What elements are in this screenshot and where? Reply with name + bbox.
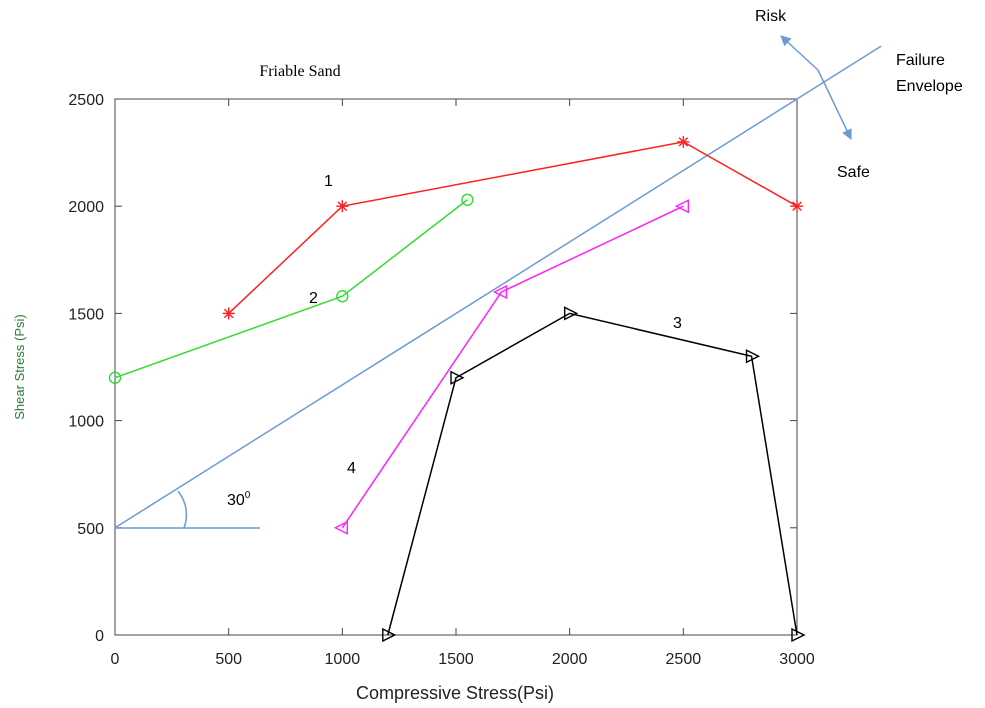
x-tick-labels: 0 500 1000 1500 2000 2500 3000 — [111, 651, 815, 668]
angle-label: 300 — [227, 490, 251, 509]
series-3-point — [563, 306, 579, 321]
angle-arc — [177, 490, 188, 529]
plot-frame — [114, 98, 798, 636]
axis-ticks — [114, 98, 798, 636]
series-2-point — [336, 290, 349, 303]
y-axis-title: Shear Stress (Psi) — [12, 314, 27, 419]
safe-label: Safe — [837, 164, 870, 181]
series-1-point — [677, 135, 690, 148]
x-tick-label: 500 — [215, 651, 242, 668]
series-4-point — [492, 284, 508, 300]
y-tick-label: 1000 — [68, 414, 104, 431]
x-tick-label: 2000 — [552, 651, 588, 668]
risk-arrow — [780, 35, 819, 71]
series-3-point — [745, 349, 761, 364]
series-label-2: 2 — [309, 290, 318, 307]
safe-arrow — [817, 69, 852, 140]
series-group — [114, 141, 798, 636]
series-4-point — [674, 199, 690, 214]
envelope-label-line1: Failure — [896, 52, 945, 69]
series-1-point — [336, 200, 349, 213]
series-4-line — [341, 205, 684, 529]
series-label-1: 1 — [324, 173, 333, 190]
x-tick-label: 2500 — [666, 651, 702, 668]
series-label-4: 4 — [347, 460, 356, 477]
series-2-point — [461, 193, 474, 206]
x-tick-label: 1000 — [325, 651, 361, 668]
x-tick-label: 1500 — [438, 651, 474, 668]
series-4-point — [333, 520, 349, 535]
risk-label: Risk — [755, 8, 787, 25]
y-tick-label: 2000 — [68, 199, 104, 216]
envelope-label-line2: Envelope — [896, 78, 963, 95]
y-tick-label: 1500 — [68, 306, 104, 323]
x-tick-label: 3000 — [779, 651, 815, 668]
failure-envelope — [114, 45, 882, 529]
series-3-point — [382, 627, 397, 643]
y-tick-label: 0 — [95, 628, 104, 645]
failure-envelope-line — [114, 45, 882, 529]
series-2-line — [114, 199, 468, 379]
marker-group — [108, 135, 806, 643]
x-axis-title: Compressive Stress(Psi) — [356, 683, 554, 703]
y-tick-labels: 0 500 1000 1500 2000 2500 — [68, 92, 104, 645]
series-label-3: 3 — [673, 315, 682, 332]
chart-title: Friable Sand — [259, 63, 340, 80]
series-1-line — [228, 141, 798, 314]
series-1-point — [791, 200, 803, 213]
series-3-point — [450, 370, 465, 385]
x-tick-label: 0 — [111, 651, 120, 668]
y-tick-label: 500 — [77, 521, 104, 538]
series-2-point — [108, 371, 122, 384]
series-3-line — [387, 312, 798, 636]
series-1-point — [222, 307, 235, 320]
series-3-point — [791, 627, 806, 643]
y-tick-label: 2500 — [68, 92, 104, 109]
